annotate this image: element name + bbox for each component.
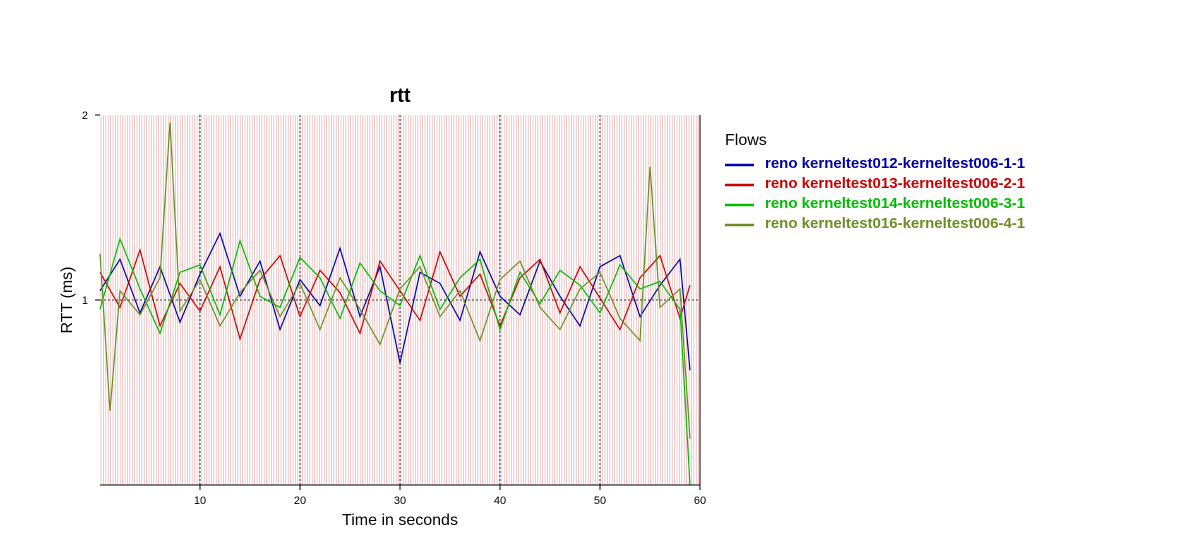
y-axis-label: RTT (ms) — [59, 267, 76, 334]
x-tick-label: 40 — [494, 495, 506, 507]
legend-label: reno kerneltest013-kerneltest006-2-1 — [765, 175, 1025, 192]
gridlines — [100, 115, 700, 485]
legend-label: reno kerneltest016-kerneltest006-4-1 — [765, 215, 1025, 232]
series-line-2 — [99, 247, 691, 341]
series-line-1 — [99, 231, 691, 371]
y-tick-label: 2 — [82, 110, 88, 122]
legend-title: Flows — [725, 132, 767, 149]
tick-labels: 10 20 30 40 50 60 1 2 — [82, 110, 706, 507]
series-layer — [99, 122, 691, 486]
legend-label: reno kerneltest014-kerneltest006-3-1 — [765, 195, 1025, 212]
x-tick-label: 60 — [694, 495, 706, 507]
x-tick-label: 30 — [394, 495, 406, 507]
chart-title: rtt — [389, 85, 410, 107]
x-tick-label: 20 — [294, 495, 306, 507]
y-tick-label: 1 — [82, 295, 88, 307]
x-axis-label: Time in seconds — [342, 512, 458, 529]
legend: reno kerneltest012-kerneltest006-1-1 reno… — [725, 155, 1025, 232]
x-tick-label: 10 — [194, 495, 206, 507]
x-tick-label: 50 — [594, 495, 606, 507]
series-line-3 — [99, 237, 691, 486]
legend-label: reno kerneltest012-kerneltest006-1-1 — [765, 155, 1025, 172]
series-line-4 — [99, 122, 691, 439]
